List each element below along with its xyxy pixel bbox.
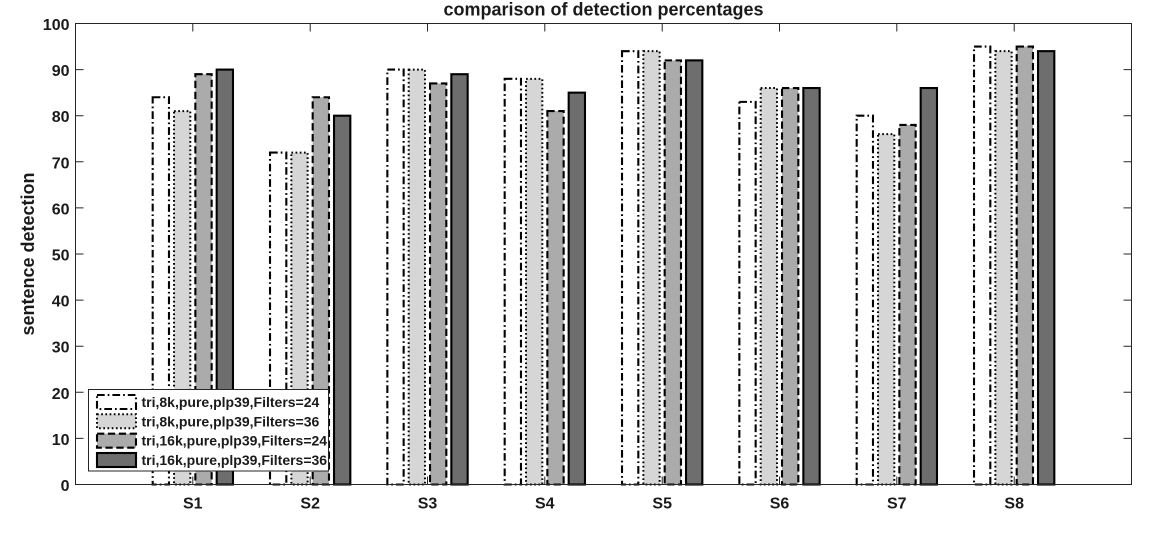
- svg-text:30: 30: [52, 340, 70, 357]
- svg-text:0: 0: [61, 478, 70, 495]
- svg-text:10: 10: [52, 432, 70, 449]
- svg-text:S3: S3: [418, 496, 438, 513]
- svg-text:S7: S7: [887, 496, 907, 513]
- svg-text:S5: S5: [652, 496, 672, 513]
- svg-text:comparison of detection percen: comparison of detection percentages: [443, 0, 763, 20]
- svg-text:S4: S4: [535, 496, 555, 513]
- svg-text:50: 50: [52, 248, 70, 265]
- svg-text:80: 80: [52, 109, 70, 126]
- svg-text:100: 100: [43, 17, 70, 34]
- svg-text:tri,8k,pure,plp39,Filters=36: tri,8k,pure,plp39,Filters=36: [142, 413, 320, 429]
- svg-text:S6: S6: [770, 496, 790, 513]
- svg-text:tri,16k,pure,plp39,Filters=24: tri,16k,pure,plp39,Filters=24: [142, 433, 328, 449]
- svg-text:tri,8k,pure,plp39,Filters=24: tri,8k,pure,plp39,Filters=24: [142, 394, 320, 410]
- svg-text:40: 40: [52, 294, 70, 311]
- svg-text:S2: S2: [300, 496, 320, 513]
- svg-text:S8: S8: [1004, 496, 1024, 513]
- svg-text:70: 70: [52, 155, 70, 172]
- svg-text:S1: S1: [183, 496, 203, 513]
- svg-text:tri,16k,pure,plp39,Filters=36: tri,16k,pure,plp39,Filters=36: [142, 452, 328, 468]
- svg-text:20: 20: [52, 386, 70, 403]
- svg-text:90: 90: [52, 63, 70, 80]
- svg-text:sentence detection: sentence detection: [18, 172, 38, 335]
- svg-text:60: 60: [52, 201, 70, 218]
